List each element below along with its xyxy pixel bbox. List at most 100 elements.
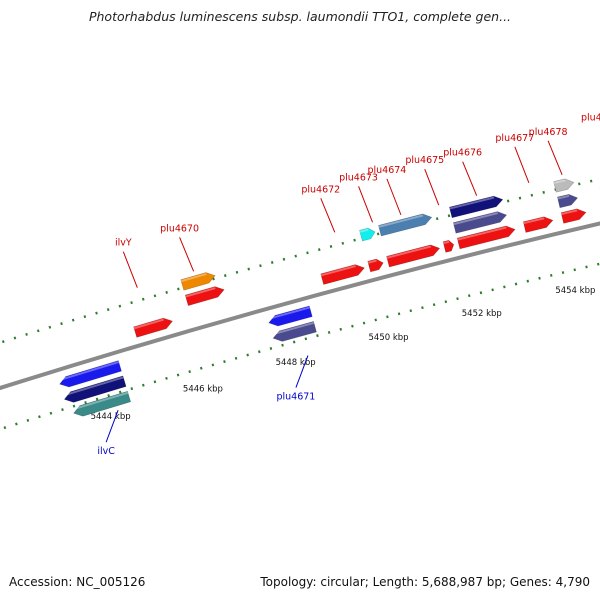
gene-label-plu4678[interactable]: plu4678: [529, 127, 568, 138]
gene-label-plu4677[interactable]: plu4677: [495, 133, 534, 144]
feature-highlight: [443, 240, 450, 245]
gene-label-ilvY[interactable]: ilvY: [115, 238, 132, 249]
ruler-tick: [479, 291, 483, 295]
ruler-tick: [1, 340, 5, 344]
ruler-tick: [386, 315, 389, 319]
gene-arrow-plu4670: [184, 286, 225, 307]
gene-arrow-plu4675: [442, 239, 455, 253]
gene-label-plu4670[interactable]: plu4670: [160, 223, 199, 234]
map-title: Photorhabdus luminescens subsp. laumondi…: [88, 9, 512, 24]
gene-features: [58, 178, 600, 417]
label-leader-line: [295, 355, 309, 388]
gene-arrow-plu4673: [367, 258, 384, 273]
feature-highlight: [457, 226, 507, 241]
ruler-tick: [223, 274, 227, 278]
feature-highlight: [523, 217, 545, 225]
ruler-tick: [589, 179, 593, 183]
ruler-tick: [199, 366, 203, 370]
ruler-tick: [282, 257, 286, 261]
gene-label-plu4673[interactable]: plu4673: [339, 172, 378, 183]
ruler-tick: [518, 196, 522, 200]
ruler-tick: [107, 394, 110, 398]
ruler-tick: [130, 301, 133, 305]
ruler-tick: [165, 376, 168, 380]
feature-highlight: [553, 179, 566, 184]
ruler-tick: [435, 217, 439, 221]
gene-label-ilvC[interactable]: ilvC: [97, 446, 115, 457]
gene-label-plu4672[interactable]: plu4672: [301, 184, 340, 195]
ruler-tick: [95, 311, 98, 315]
ruler-tick: [72, 404, 76, 408]
feature-arrow: [63, 375, 127, 403]
ruler-tick: [71, 318, 75, 322]
gene-arrow-ilvC: [59, 360, 122, 388]
gene-label-plu4675[interactable]: plu4675: [405, 155, 444, 166]
label-leader-line: [424, 168, 440, 206]
backbone-line: [0, 221, 600, 391]
ruler-tick: [142, 383, 145, 387]
feature-highlight: [367, 259, 377, 264]
ruler-tick: [130, 387, 134, 391]
accession-text: Accession: NC_005126: [9, 575, 146, 589]
gene-label-plu4676[interactable]: plu4676: [443, 148, 482, 159]
ruler-tick: [246, 353, 249, 357]
feature-highlight: [453, 212, 499, 226]
scale-label: 5444 kbp: [91, 412, 131, 422]
ruler-tick: [585, 265, 588, 269]
feature-highlight: [271, 321, 315, 336]
ruler-tick: [234, 356, 238, 360]
ruler-tick: [95, 397, 99, 401]
feature-highlight: [378, 214, 424, 228]
gene-label-plu4671[interactable]: plu4671: [276, 392, 315, 403]
feature-arrow: [180, 272, 216, 291]
ruler-tick: [176, 373, 180, 377]
ruler-tick: [561, 271, 565, 275]
label-leader-line: [462, 161, 478, 196]
ruler-tick: [538, 276, 541, 280]
ruler-tick: [235, 270, 239, 274]
ruler-tick: [351, 324, 354, 328]
ruler-tick: [526, 279, 530, 283]
ruler-tick: [447, 214, 451, 218]
ruler-tick: [374, 318, 378, 322]
feature-arrow: [452, 211, 508, 234]
scale-label: 5446 kbp: [183, 384, 223, 394]
ruler-tick: [223, 360, 226, 364]
feature-highlight: [267, 306, 311, 320]
ruler-tick: [26, 418, 30, 422]
ruler-tick: [269, 347, 273, 350]
label-leader-line: [179, 237, 195, 272]
scale-label: 5450 kbp: [369, 333, 409, 343]
label-leader-line: [547, 140, 563, 176]
feature-highlight: [180, 273, 207, 283]
gene-label-plu4674[interactable]: plu4674: [367, 165, 406, 176]
feature-highlight: [561, 209, 578, 216]
label-leader-line: [358, 186, 374, 223]
scale-label: 5452 kbp: [462, 309, 502, 319]
ruler-tick: [292, 340, 296, 344]
reverse-ruler-ticks: [3, 262, 600, 430]
ruler-tick: [259, 264, 262, 268]
feature-arrow: [73, 390, 132, 417]
feature-highlight: [58, 361, 120, 382]
feature-highlight: [449, 196, 495, 210]
gene-label-plu4679[interactable]: plu4679: [581, 113, 600, 124]
feature-arrow: [272, 321, 317, 342]
gene-arrow-plu4678: [560, 208, 587, 224]
ruler-tick: [15, 422, 18, 426]
ruler-tick: [177, 287, 180, 291]
feature-highlight: [72, 391, 129, 411]
ruler-tick: [270, 261, 274, 264]
ruler-tick: [362, 321, 366, 325]
ruler-tick: [317, 248, 321, 252]
ruler-tick: [84, 401, 87, 405]
feature-highlight: [320, 265, 356, 277]
label-leader-line: [514, 146, 530, 184]
ruler-tick: [13, 336, 17, 340]
gene-arrow-plu4677: [522, 216, 554, 233]
ruler-tick: [212, 277, 215, 281]
ruler-tick: [281, 343, 284, 347]
gene-arrow-plu4674: [386, 244, 441, 268]
ruler-tick: [409, 309, 413, 313]
